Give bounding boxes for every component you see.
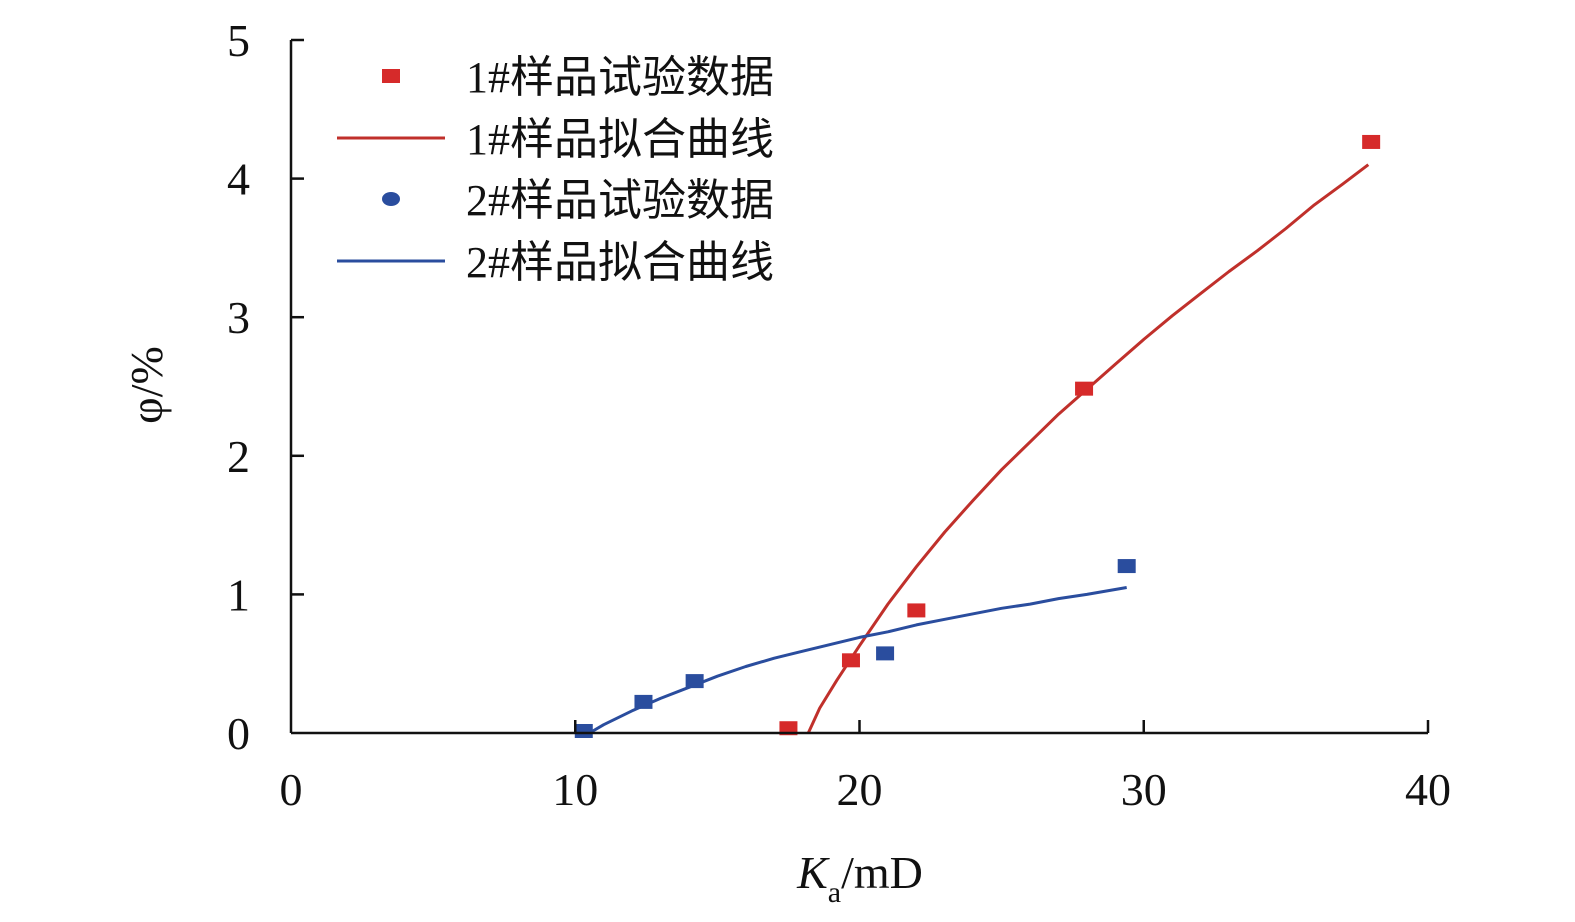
legend-dot-marker — [382, 192, 400, 206]
x-axis-title: Ka/mD — [796, 847, 923, 909]
legend-label: 2#样品试验数据 — [466, 176, 774, 225]
x-tick-label: 40 — [1405, 764, 1451, 815]
legend-label: 1#样品试验数据 — [466, 53, 774, 102]
series-1-data-point — [1075, 381, 1094, 396]
x-tick-label: 20 — [837, 764, 883, 815]
series-3-data-point — [1117, 559, 1136, 574]
y-tick-label: 5 — [227, 15, 250, 66]
y-tick-label: 4 — [227, 154, 250, 205]
series-3-data-point — [634, 694, 653, 709]
x-tick-label: 0 — [280, 764, 303, 815]
x-tick-label: 30 — [1121, 764, 1167, 815]
legend-label: 1#样品拟合曲线 — [466, 115, 774, 164]
series-3-data-point — [876, 646, 895, 661]
y-axis-title: φ/% — [121, 346, 172, 424]
plot-area — [574, 134, 1381, 738]
legend-label: 2#样品拟合曲线 — [466, 238, 774, 287]
series-1-data-point — [1362, 134, 1381, 149]
y-tick-label: 1 — [227, 569, 250, 620]
ticks: 0 10 20 30 40 0 1 2 3 4 5 — [227, 15, 1451, 815]
y-tick-label: 0 — [227, 708, 250, 759]
series-1-data-point — [907, 603, 926, 618]
series-1-data-point — [779, 721, 798, 736]
y-tick-label: 2 — [227, 431, 250, 482]
legend: 1#样品试验数据 1#样品拟合曲线 2#样品试验数据 2#样品拟合曲线 — [337, 53, 774, 287]
legend-square-marker — [382, 69, 400, 83]
axes — [289, 40, 1428, 735]
x-tick-label: 10 — [552, 764, 598, 815]
series-1-data-point — [841, 653, 860, 668]
series-4-fit-curve — [588, 586, 1127, 735]
series-3-data-point — [574, 724, 593, 738]
series-2-fit-curve — [806, 163, 1370, 734]
y-tick-label: 3 — [227, 292, 250, 343]
series-3-data-point — [685, 674, 704, 689]
